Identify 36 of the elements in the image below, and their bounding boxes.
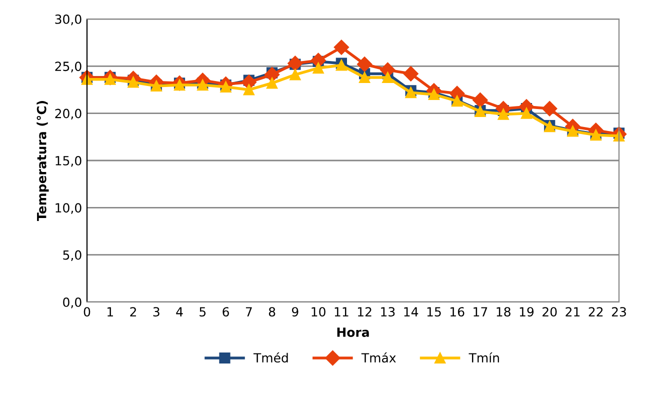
x-tick-label: 2 bbox=[130, 307, 136, 316]
x-tick-label: 17 bbox=[474, 307, 488, 316]
x-tick-label: 8 bbox=[268, 307, 276, 317]
x-tick-label: 13 bbox=[381, 307, 395, 317]
x-tick-label: 6 bbox=[222, 307, 229, 317]
legend-label: Tmáx bbox=[361, 352, 396, 363]
x-tick-label: 5 bbox=[200, 307, 206, 317]
x-tick-label: 21 bbox=[566, 307, 580, 316]
x-tick-label: 7 bbox=[246, 307, 252, 316]
x-tick-label: 3 bbox=[153, 307, 160, 317]
y-axis-title: Temperatura (°C) bbox=[36, 101, 49, 221]
x-tick-label: 22 bbox=[588, 307, 603, 316]
y-tick-label: 10,0 bbox=[56, 203, 82, 214]
y-tick-label: 30,0 bbox=[55, 14, 82, 26]
x-tick-label: 12 bbox=[358, 307, 372, 316]
x-tick-label: 10 bbox=[312, 307, 326, 317]
legend-label: Tmín bbox=[468, 352, 499, 362]
x-tick-label: 23 bbox=[612, 307, 626, 317]
x-tick-label: 14 bbox=[404, 307, 418, 316]
x-tick-label: 15 bbox=[427, 307, 441, 317]
x-tick-label: 4 bbox=[176, 307, 183, 316]
y-tick-label: 5,0 bbox=[63, 250, 82, 262]
x-tick-label: 1 bbox=[108, 307, 113, 316]
x-tick-label: 0 bbox=[84, 307, 90, 317]
x-tick-label: 20 bbox=[542, 307, 557, 317]
y-tick-label: 0,0 bbox=[63, 297, 82, 308]
legend-label: Tméd bbox=[253, 352, 288, 363]
y-tick-label: 15,0 bbox=[56, 156, 82, 167]
x-tick-label: 16 bbox=[450, 307, 464, 317]
x-tick-label: 19 bbox=[520, 307, 534, 317]
y-tick-label: 20,0 bbox=[55, 108, 82, 120]
x-tick-label: 9 bbox=[292, 307, 298, 317]
y-tick-label: 25,0 bbox=[55, 62, 82, 72]
x-axis-title: Hora bbox=[337, 328, 369, 337]
x-tick-label: 11 bbox=[334, 307, 348, 316]
x-tick-label: 18 bbox=[496, 307, 510, 317]
